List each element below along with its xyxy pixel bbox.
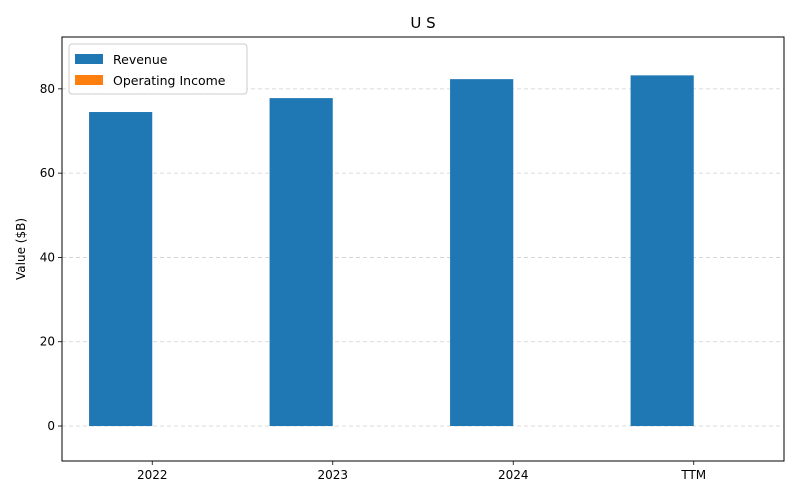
x-tick-label: 2024 (498, 468, 529, 482)
y-tick-label: 0 (47, 419, 55, 433)
bar-revenue-ttm (630, 75, 694, 427)
legend: Revenue Operating Income (68, 43, 248, 95)
legend-label: Operating Income (113, 73, 226, 88)
plot-frame (61, 36, 785, 462)
y-tick-label: 40 (40, 250, 55, 264)
legend-box (68, 43, 248, 95)
bar-revenue-2022 (89, 112, 153, 427)
x-tick-label: 2023 (317, 468, 348, 482)
bars-layer (89, 75, 694, 427)
x-tick-label: TTM (680, 468, 706, 482)
y-axis-label: Value ($B) (14, 218, 28, 280)
bar-revenue-2024 (450, 79, 514, 427)
y-tick-label: 80 (40, 82, 55, 96)
x-tick-label: 2022 (137, 468, 168, 482)
x-axis: 2022 2023 2024 TTM (137, 461, 706, 482)
legend-label: Revenue (113, 52, 168, 67)
chart-title: U S (410, 14, 435, 32)
y-tick-label: 20 (40, 335, 55, 349)
y-tick-label: 60 (40, 166, 55, 180)
legend-swatch (75, 75, 103, 85)
y-axis: 0 20 40 60 80 (40, 82, 62, 433)
bar-revenue-2023 (269, 98, 333, 427)
legend-swatch (75, 54, 103, 64)
